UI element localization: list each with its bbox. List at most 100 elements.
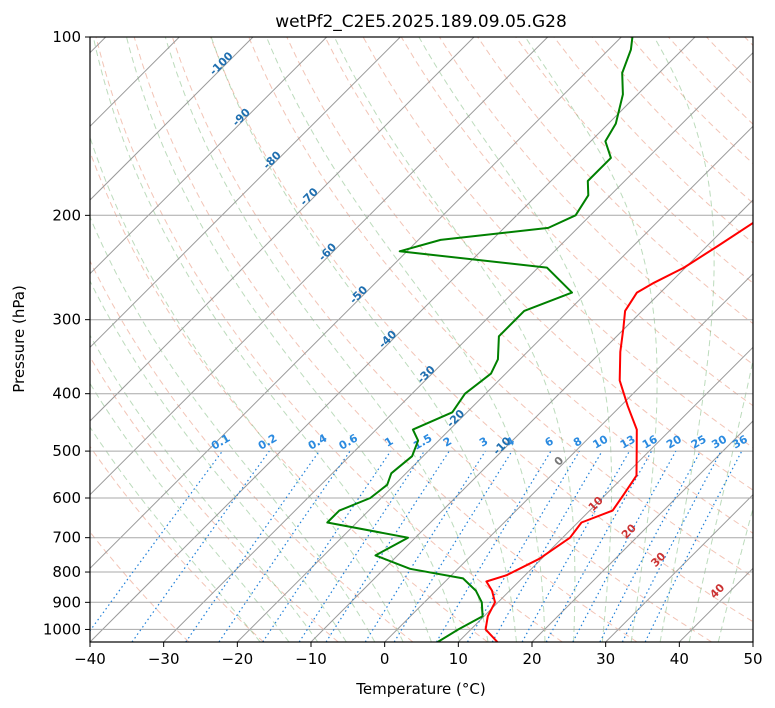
mixing-ratio-line <box>572 450 677 642</box>
mixing-ratio-line <box>393 450 513 642</box>
x-tick-label: −20 <box>222 650 254 668</box>
x-tick-label: −10 <box>295 650 327 668</box>
dry-adiabat <box>171 37 712 642</box>
moist-adiabat <box>333 37 576 642</box>
moist-adiabat <box>653 37 715 642</box>
isotherm-line <box>90 37 622 570</box>
moist-adiabat-label: 40 <box>707 581 727 601</box>
y-axis-label: Pressure (hPa) <box>10 285 28 393</box>
moist-adiabat <box>418 37 613 642</box>
x-tick-label: 10 <box>449 650 468 668</box>
mixing-ratio-line <box>185 450 320 642</box>
mixing-ratio-label: 30 <box>709 432 729 451</box>
moist-adiabat <box>90 382 290 642</box>
dry-adiabat <box>95 37 563 642</box>
mixing-ratio-label: 0.1 <box>209 432 232 453</box>
dry-adiabat <box>668 37 753 125</box>
mixing-ratio-line <box>131 450 270 642</box>
isotherm-label: -20 <box>444 407 467 430</box>
moist-adiabat <box>90 215 376 642</box>
y-tick-label: 1000 <box>43 620 81 638</box>
isotherm-line <box>752 641 753 642</box>
isotherm-line <box>384 272 753 642</box>
mixing-ratio-label: 1 <box>382 435 395 450</box>
y-tick-label: 100 <box>52 28 81 46</box>
moist-adiabat <box>126 37 461 642</box>
chart-title: wetPf2_C2E5.2025.189.09.05.G28 <box>275 12 567 32</box>
isotherm-label: -40 <box>376 327 399 350</box>
isotherm-line <box>310 199 753 642</box>
moist-adiabat <box>717 506 753 642</box>
isotherm-line <box>90 37 328 275</box>
dry-adiabat <box>706 37 753 86</box>
mixing-ratio-line <box>298 450 425 642</box>
moist-adiabat <box>92 37 432 642</box>
x-tick-label: 0 <box>380 650 390 668</box>
moist-adiabat-label: 30 <box>648 549 668 569</box>
x-tick-label: −40 <box>74 650 106 668</box>
isotherm-line <box>678 567 753 642</box>
moist-adiabat <box>90 334 319 642</box>
mixing-ratio-label: 13 <box>618 433 638 452</box>
mixing-ratio-line <box>325 450 450 642</box>
mixing-ratio-line <box>90 450 223 632</box>
dry-adiabat <box>90 259 414 642</box>
isotherm-line <box>457 346 753 642</box>
moist-adiabat <box>210 37 517 642</box>
mixing-ratio-label: 0.4 <box>306 431 330 452</box>
isotherm-line <box>90 37 401 349</box>
isotherm-label: -70 <box>298 185 321 208</box>
dry-adiabat <box>591 37 753 204</box>
dry-adiabat <box>90 356 339 642</box>
plot-frame <box>89 36 754 643</box>
dry-adiabat <box>744 37 753 47</box>
isotherm-label: -60 <box>316 240 339 263</box>
y-tick-label: 700 <box>52 529 81 547</box>
x-tick-label: 20 <box>522 650 541 668</box>
dry-adiabat <box>248 37 753 578</box>
y-tick-label: 300 <box>52 311 81 329</box>
dry-adiabat <box>286 37 753 534</box>
y-tick-label: 900 <box>52 593 81 611</box>
x-tick-label: −30 <box>148 650 180 668</box>
mixing-ratio-label: 25 <box>689 433 709 452</box>
isotherm-line <box>90 37 254 201</box>
moist-adiabat <box>266 37 546 642</box>
moist-adiabat <box>688 358 753 642</box>
isotherm-line <box>605 493 753 642</box>
y-tick-label: 800 <box>52 563 81 581</box>
moist-adiabat <box>90 426 261 642</box>
mixing-ratio-line <box>545 450 653 642</box>
dry-adiabat <box>477 37 753 325</box>
mixing-ratio-line <box>262 450 392 642</box>
mixing-ratio-line <box>218 450 351 642</box>
mixing-ratio-label: 6 <box>543 434 556 449</box>
y-tick-label: 600 <box>52 489 81 507</box>
isotherm-line <box>90 37 696 642</box>
mixing-ratio-label: 36 <box>730 432 750 451</box>
isotherm-label: -100 <box>207 49 236 78</box>
x-tick-label: 30 <box>596 650 615 668</box>
moist-adiabat <box>164 37 489 642</box>
x-axis-label: Temperature (°C) <box>355 680 485 698</box>
isotherm-line <box>531 420 753 642</box>
mixing-ratio-line <box>644 450 743 642</box>
dry-adiabat <box>133 37 638 642</box>
dry-adiabat <box>90 150 488 642</box>
dry-adiabat <box>90 445 264 642</box>
mixing-ratio-line <box>435 450 552 642</box>
isotherm-line <box>90 37 549 496</box>
dewpoint-profile <box>326 37 634 642</box>
mixing-ratio-line <box>364 450 486 642</box>
isotherm-line <box>163 51 753 642</box>
dry-adiabat <box>438 37 753 366</box>
mixing-ratio-label: 16 <box>640 432 660 451</box>
y-tick-label: 400 <box>52 385 81 403</box>
mixing-ratio-line <box>466 450 580 642</box>
mixing-ratio-line <box>599 450 702 642</box>
temperature-profile <box>484 221 753 642</box>
isotherm-line <box>236 125 753 642</box>
moist-adiabat <box>524 37 658 642</box>
moist-adiabat <box>90 135 404 642</box>
